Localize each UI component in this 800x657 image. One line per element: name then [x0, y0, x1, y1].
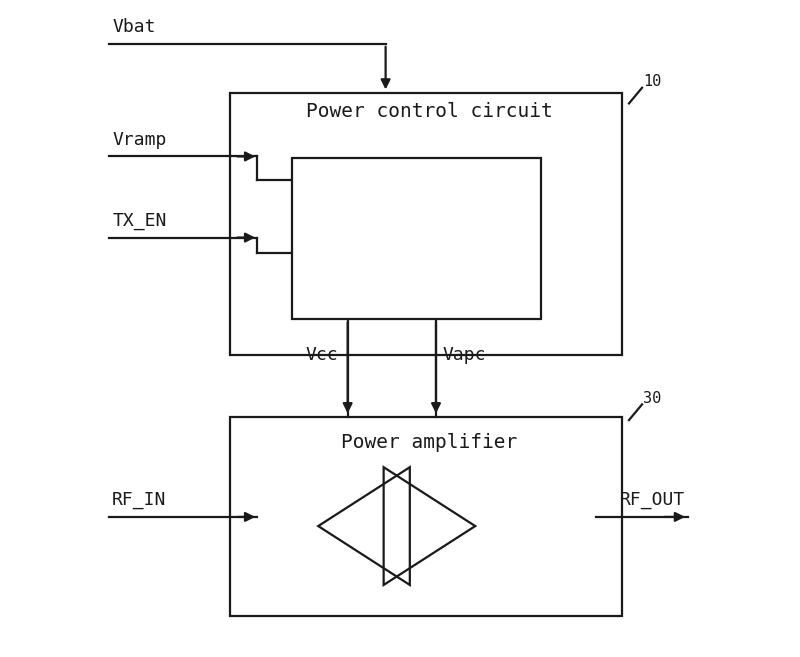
- Text: Power amplifier: Power amplifier: [342, 433, 518, 452]
- Text: TX_EN: TX_EN: [112, 212, 166, 230]
- Text: 10: 10: [643, 74, 662, 89]
- Bar: [292, 158, 541, 319]
- Text: Vapc: Vapc: [442, 346, 486, 365]
- Text: Power control circuit: Power control circuit: [306, 102, 553, 121]
- Text: RF_OUT: RF_OUT: [619, 491, 685, 509]
- Text: RF_IN: RF_IN: [112, 491, 166, 509]
- Text: Vramp: Vramp: [112, 131, 166, 148]
- Bar: [230, 93, 622, 355]
- Text: Vbat: Vbat: [112, 18, 156, 36]
- Text: Vcc: Vcc: [306, 346, 338, 365]
- Text: 30: 30: [643, 391, 662, 406]
- Bar: [230, 417, 622, 616]
